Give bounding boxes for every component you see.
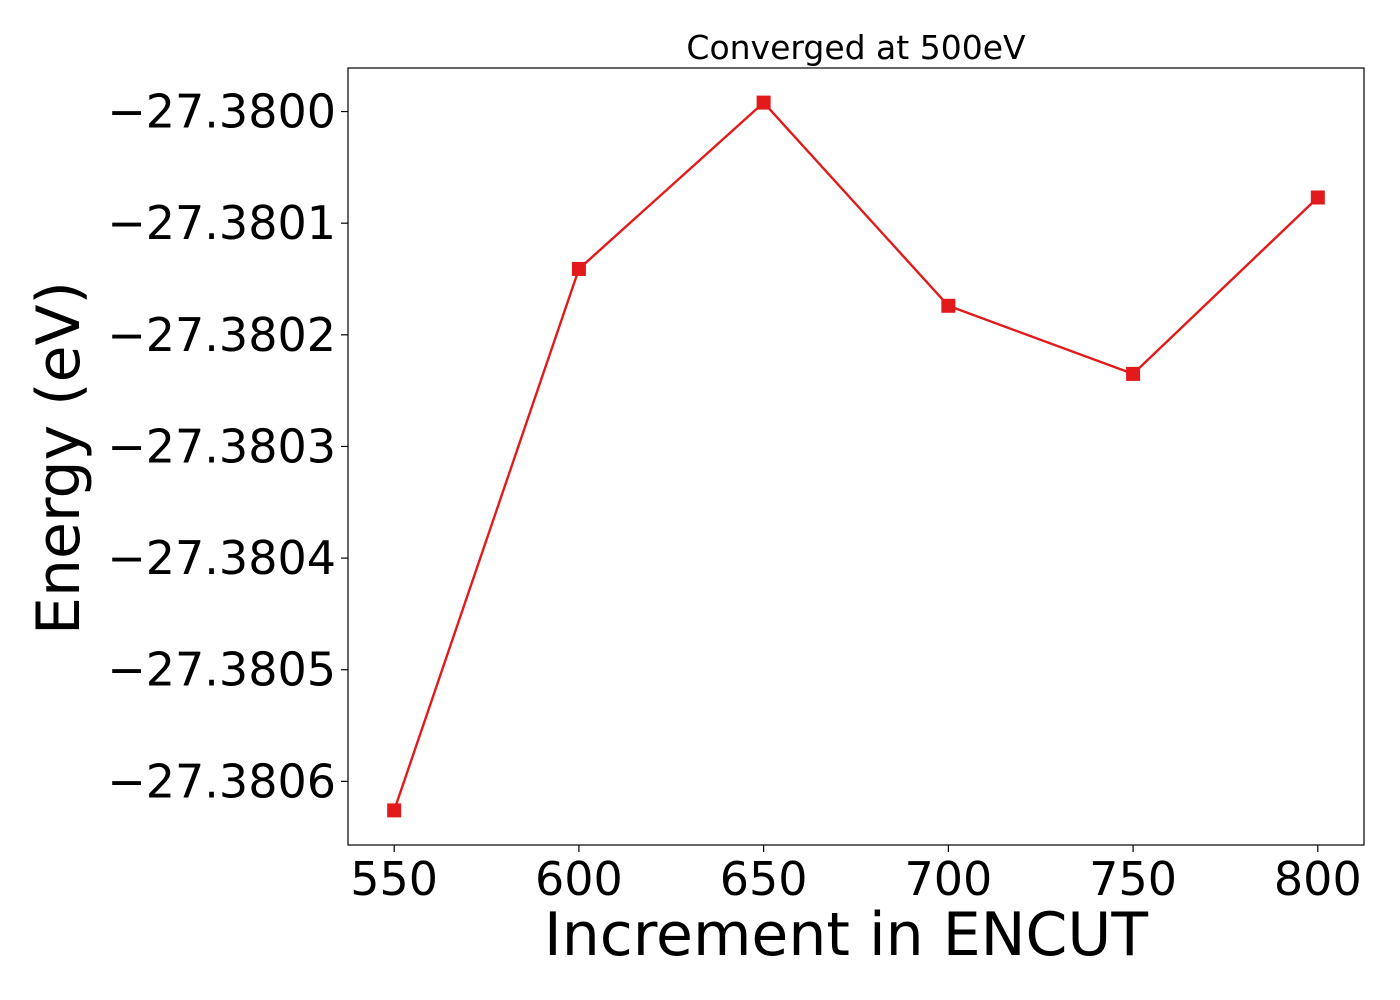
plot-area: 550 600 650 700 750 800 −27.3800 −27.3801 −27.38…	[107, 85, 1361, 906]
chart-title: Converged at 500eV	[686, 28, 1026, 67]
x-tick-label: 800	[1274, 852, 1362, 906]
y-tick-label: −27.3802	[107, 308, 336, 362]
x-axis-label: Increment in ENCUT	[544, 900, 1148, 970]
x-tick-label: 700	[904, 852, 992, 906]
series-line	[393, 101, 1319, 811]
y-tick-label: −27.3805	[107, 643, 336, 697]
plot-frame	[347, 67, 1365, 846]
x-tick-label: 650	[720, 852, 808, 906]
data-point-marker	[941, 298, 956, 313]
y-tick-label: −27.3803	[107, 419, 336, 473]
y-axis-label: Energy (eV)	[24, 281, 94, 635]
x-tick-label: 550	[350, 852, 438, 906]
y-tick-label: −27.3801	[107, 196, 336, 250]
y-tick-label: −27.3804	[107, 531, 336, 585]
data-point-marker	[1310, 190, 1325, 205]
x-tick-label: 600	[535, 852, 623, 906]
data-point-marker	[1126, 366, 1141, 381]
y-tick-label: −27.3806	[107, 754, 336, 808]
data-point-marker	[387, 803, 402, 818]
data-point-marker	[571, 261, 586, 276]
x-tick-label: 750	[1089, 852, 1177, 906]
data-point-marker	[756, 95, 771, 110]
y-tick-label: −27.3800	[107, 85, 336, 139]
